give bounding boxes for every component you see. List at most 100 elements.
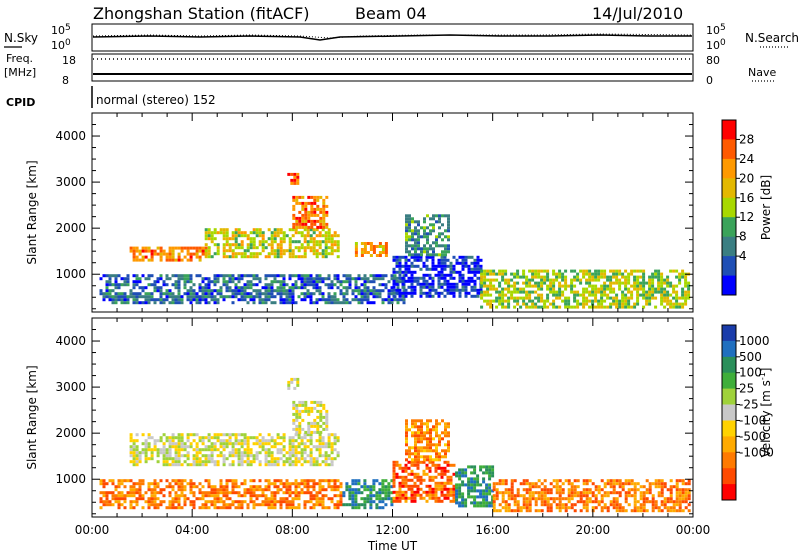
velocity-cell (366, 494, 370, 498)
velocity-cell (195, 457, 199, 461)
velocity-cell (285, 482, 289, 486)
velocity-cell (123, 497, 127, 501)
velocity-cell (378, 506, 382, 510)
power-cell (645, 290, 649, 294)
velocity-cell (492, 485, 496, 489)
power-cell (461, 258, 465, 262)
power-cell (438, 214, 441, 218)
power-cell (591, 272, 595, 276)
power-cell (413, 255, 417, 259)
power-cell (467, 255, 471, 259)
velocity-cell (401, 466, 405, 470)
power-cell (428, 267, 432, 271)
power-cell (195, 292, 199, 296)
velocity-cell (234, 433, 238, 437)
velocity-cell (99, 497, 103, 501)
velocity-cell (141, 494, 145, 498)
velocity-cell (147, 448, 151, 452)
power-cell (294, 274, 298, 278)
power-cell (225, 234, 229, 238)
velocity-cell (573, 491, 577, 495)
velocity-cell (461, 495, 465, 499)
velocity-cell (537, 509, 541, 513)
velocity-cell (234, 479, 238, 483)
velocity-cell (156, 448, 160, 452)
power-cell (546, 293, 550, 297)
velocity-cell (240, 494, 244, 498)
velocity-cell (624, 494, 628, 498)
velocity-cell (567, 500, 571, 504)
power-cell (654, 290, 658, 294)
power-cell (225, 240, 229, 244)
velocity-cell (303, 442, 307, 446)
velocity-cell (222, 454, 226, 458)
power-cell (498, 302, 502, 306)
velocity-cell (429, 449, 432, 453)
velocity-cell (129, 479, 133, 483)
velocity-cell (198, 436, 202, 440)
velocity-cell (446, 493, 450, 497)
velocity-cell (150, 448, 154, 452)
power-cell (437, 285, 441, 289)
power-cell (316, 213, 320, 217)
velocity-cell (174, 442, 178, 446)
velocity-cell (333, 439, 337, 443)
power-cell (287, 172, 291, 176)
power-cell (582, 299, 586, 303)
power-cell (348, 301, 352, 305)
power-cell (303, 246, 307, 250)
power-cell (120, 277, 124, 281)
power-cell (165, 295, 169, 299)
velocity-cell (99, 506, 103, 510)
power-cell (282, 298, 286, 302)
power-cell (225, 283, 229, 287)
power-cell (489, 299, 493, 303)
power-cell (540, 293, 544, 297)
velocity-cell (321, 436, 325, 440)
velocity-cell (390, 500, 394, 504)
power-cell (381, 298, 385, 302)
velocity-cell (501, 500, 505, 504)
power-cell (267, 286, 271, 290)
velocity-cell (429, 440, 432, 444)
velocity-cell (267, 451, 271, 455)
power-cell (129, 295, 133, 299)
power-cell (687, 293, 691, 297)
nave-tick-high: 80 (706, 54, 720, 67)
velocity-cell (312, 494, 316, 498)
power-cell (437, 258, 441, 262)
velocity-cell (117, 506, 121, 510)
power-cell (319, 207, 323, 211)
velocity-cell (333, 442, 337, 446)
power-cell (411, 229, 414, 233)
power-cell (642, 278, 646, 282)
velocity-cell (582, 482, 586, 486)
power-cell (285, 295, 289, 299)
velocity-cell (204, 436, 208, 440)
velocity-cell (171, 497, 175, 501)
power-cell (198, 258, 202, 262)
power-cell (564, 302, 568, 306)
power-cell (426, 253, 429, 257)
velocity-cell (648, 485, 652, 489)
velocity-cell (672, 485, 676, 489)
velocity-cell (444, 431, 447, 435)
power-cell (240, 298, 244, 302)
power-cell (588, 305, 592, 309)
velocity-cell (420, 425, 423, 429)
velocity-cell (303, 448, 307, 452)
power-cell (621, 281, 625, 285)
power-cell (312, 237, 316, 241)
velocity-cell (219, 445, 223, 449)
velocity-cell (333, 506, 337, 510)
power-cell (219, 286, 223, 290)
power-cell (449, 273, 453, 277)
velocity-cell (327, 436, 331, 440)
velocity-cell (540, 488, 544, 492)
power-cell (267, 255, 271, 259)
power-cell (591, 275, 595, 279)
power-cell (165, 252, 169, 256)
velocity-cell (618, 491, 622, 495)
velocity-cell (312, 479, 316, 483)
velocity-cell (594, 497, 598, 501)
